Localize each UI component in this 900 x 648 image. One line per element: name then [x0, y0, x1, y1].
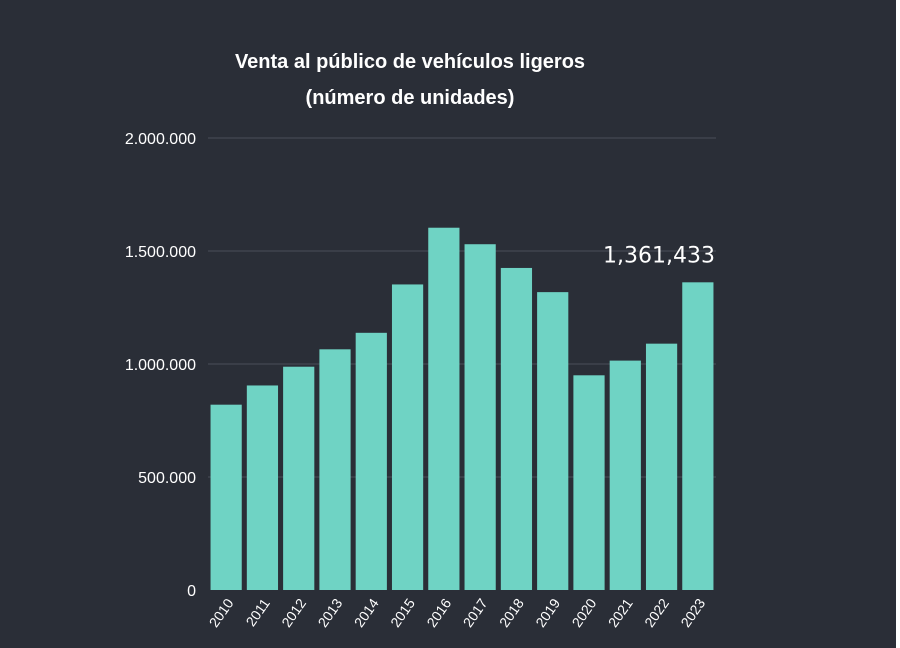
x-tick-label: 2023	[677, 595, 708, 630]
bar-2014	[355, 332, 387, 590]
bar-2018	[500, 267, 533, 590]
bar-2017	[464, 244, 496, 590]
bar-2011	[246, 385, 279, 590]
x-tick-label: 2015	[387, 595, 418, 630]
bar-2022	[645, 343, 678, 590]
x-tick-label: 2017	[460, 595, 491, 630]
x-tick-label: 2022	[641, 595, 672, 630]
x-tick-label: 2021	[605, 595, 636, 630]
x-tick-label: 2010	[206, 595, 237, 630]
bar-2016	[428, 227, 460, 591]
x-tick-label: 2019	[532, 595, 563, 630]
y-tick-label: 0	[187, 583, 196, 600]
chart-title: Venta al público de vehículos ligeros	[234, 51, 586, 73]
x-tick-label: 2014	[351, 595, 382, 630]
bar-2023	[682, 282, 714, 590]
y-tick-label: 2.000.000	[125, 131, 196, 148]
bar-2021	[609, 360, 641, 590]
bar-2013	[319, 349, 351, 590]
x-tick-label: 2018	[496, 595, 527, 630]
x-tick-label: 2012	[278, 595, 309, 630]
y-tick-label: 1.500.000	[125, 244, 196, 261]
bar-2012	[283, 366, 315, 590]
x-tick-label: 2016	[423, 595, 454, 630]
bar-2020	[573, 375, 605, 590]
x-tick-label: 2020	[568, 595, 599, 630]
data-label-2023: 1,361,433	[603, 243, 715, 268]
y-tick-label: 1.000.000	[125, 357, 196, 374]
bar-2015	[391, 284, 424, 590]
bar-2019	[537, 292, 569, 590]
x-tick-label: 2011	[243, 595, 273, 629]
x-tick-label: 2013	[314, 595, 345, 630]
bar-2010	[210, 404, 242, 590]
chart-subtitle: (número de unidades)	[305, 87, 515, 109]
y-tick-label: 500.000	[138, 470, 196, 487]
